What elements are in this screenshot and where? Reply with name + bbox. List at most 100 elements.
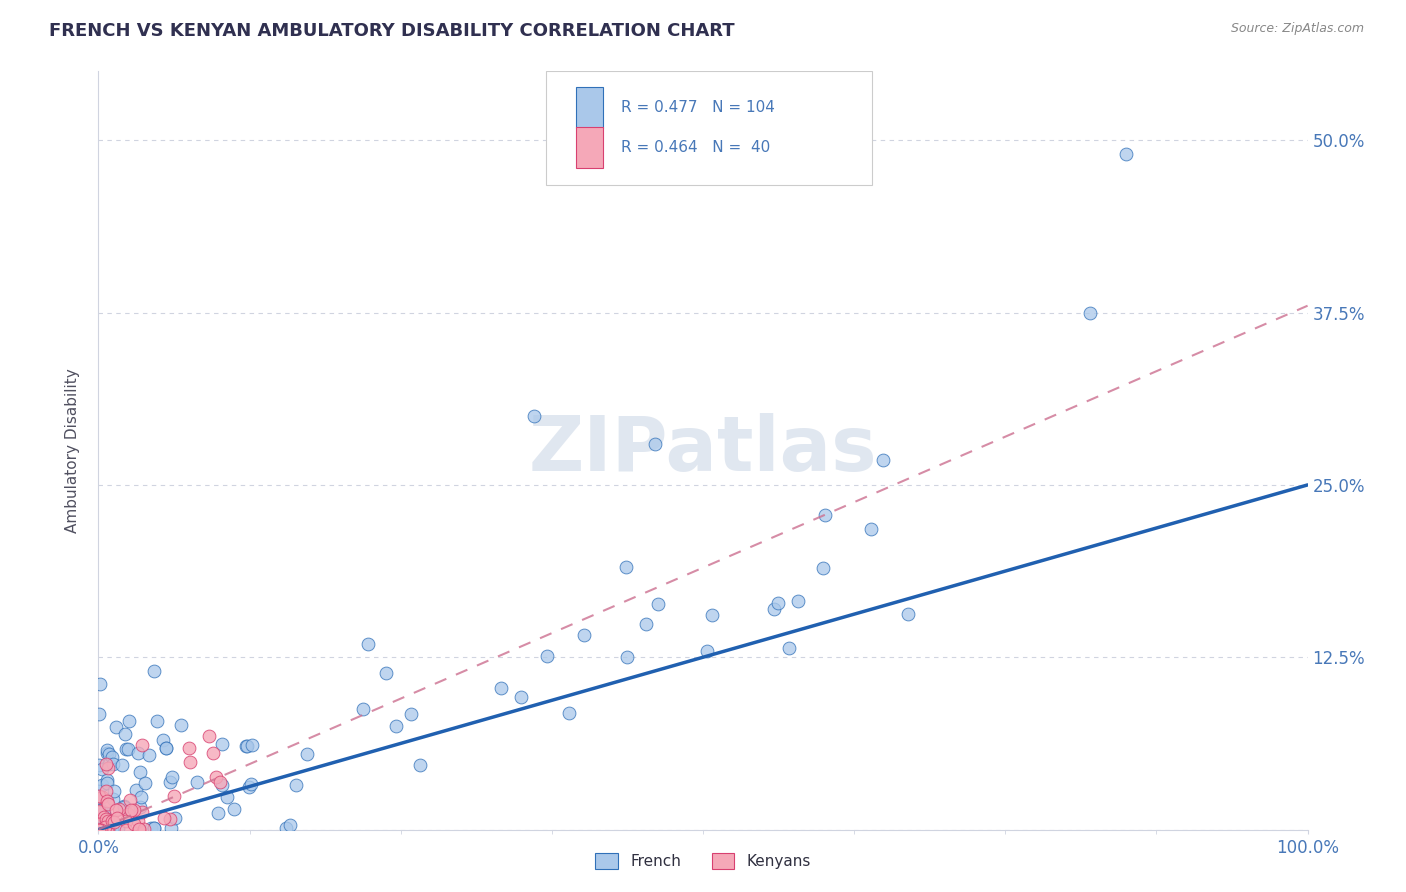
Point xyxy=(762,602,785,616)
Point xyxy=(87,804,110,818)
Point xyxy=(112,799,135,814)
Point xyxy=(163,789,186,804)
Point xyxy=(89,677,111,691)
Point xyxy=(115,741,138,756)
Point xyxy=(375,665,398,680)
Point xyxy=(523,409,546,423)
Text: ZIPatlas: ZIPatlas xyxy=(529,414,877,487)
Point xyxy=(872,452,894,467)
Point xyxy=(574,628,596,642)
Y-axis label: Ambulatory Disability: Ambulatory Disability xyxy=(65,368,80,533)
Point xyxy=(702,607,724,622)
Point xyxy=(215,789,238,804)
Point xyxy=(90,789,112,804)
Point xyxy=(143,821,166,835)
Point xyxy=(696,643,718,657)
Point xyxy=(93,805,115,819)
Point xyxy=(510,690,533,705)
Point xyxy=(143,821,166,835)
Point xyxy=(155,741,177,756)
Point xyxy=(491,681,513,695)
Point xyxy=(132,822,155,836)
Point xyxy=(104,720,127,734)
Point xyxy=(114,814,136,829)
Point xyxy=(114,727,136,741)
Point xyxy=(127,746,149,760)
Bar xyxy=(576,87,603,128)
Text: R = 0.464   N =  40: R = 0.464 N = 40 xyxy=(621,140,770,155)
Text: R = 0.477   N = 104: R = 0.477 N = 104 xyxy=(621,100,775,115)
Point xyxy=(89,822,111,837)
Point xyxy=(118,714,141,729)
Point xyxy=(90,803,112,817)
Point xyxy=(97,822,120,837)
Point xyxy=(134,776,156,790)
Point xyxy=(766,596,789,610)
Point xyxy=(222,802,245,816)
Point xyxy=(129,765,152,780)
Point xyxy=(209,775,232,789)
Point xyxy=(97,797,120,811)
Point xyxy=(276,821,298,835)
Point xyxy=(153,811,176,825)
Point xyxy=(128,822,150,837)
Point xyxy=(160,770,183,784)
Point xyxy=(778,640,800,655)
Point xyxy=(357,637,380,651)
Point xyxy=(399,706,422,721)
Point xyxy=(94,821,117,835)
Point xyxy=(128,800,150,814)
Point xyxy=(122,803,145,817)
Point xyxy=(159,821,181,835)
Point xyxy=(240,777,263,791)
Point xyxy=(235,739,257,754)
Point xyxy=(96,746,118,760)
Point xyxy=(87,821,110,835)
Point xyxy=(536,649,558,664)
Point xyxy=(235,739,257,754)
Text: Source: ZipAtlas.com: Source: ZipAtlas.com xyxy=(1230,22,1364,36)
Point xyxy=(207,806,229,821)
Point xyxy=(91,779,114,793)
Legend: French, Kenyans: French, Kenyans xyxy=(589,847,817,875)
Point xyxy=(897,607,920,621)
Point xyxy=(100,821,122,835)
Point xyxy=(813,561,835,575)
Point xyxy=(138,747,160,762)
Point xyxy=(101,749,124,764)
Point xyxy=(120,793,142,807)
Point xyxy=(125,783,148,797)
Point xyxy=(131,789,153,804)
Point xyxy=(87,822,110,837)
Point xyxy=(141,821,163,835)
Point xyxy=(89,758,111,772)
Point xyxy=(198,730,221,744)
Point xyxy=(105,803,128,817)
Point xyxy=(108,802,131,816)
Point xyxy=(120,803,142,817)
Point xyxy=(616,560,638,574)
Point xyxy=(558,706,581,721)
Point xyxy=(98,821,121,835)
Point xyxy=(97,761,120,775)
Point xyxy=(179,755,201,769)
Point xyxy=(97,747,120,762)
Point xyxy=(240,739,263,753)
Point xyxy=(94,812,117,826)
Point xyxy=(101,792,124,806)
Point xyxy=(94,820,117,834)
Point xyxy=(201,746,224,760)
Point xyxy=(96,756,118,771)
Point xyxy=(96,772,118,787)
Point xyxy=(860,522,883,536)
Bar xyxy=(576,127,603,169)
Point xyxy=(103,784,125,798)
Point xyxy=(238,780,260,794)
Point xyxy=(89,817,111,831)
Point xyxy=(385,719,408,733)
Point xyxy=(107,821,129,835)
Point xyxy=(616,650,638,665)
Point xyxy=(96,822,118,837)
Point xyxy=(87,822,110,837)
Point xyxy=(142,664,165,678)
